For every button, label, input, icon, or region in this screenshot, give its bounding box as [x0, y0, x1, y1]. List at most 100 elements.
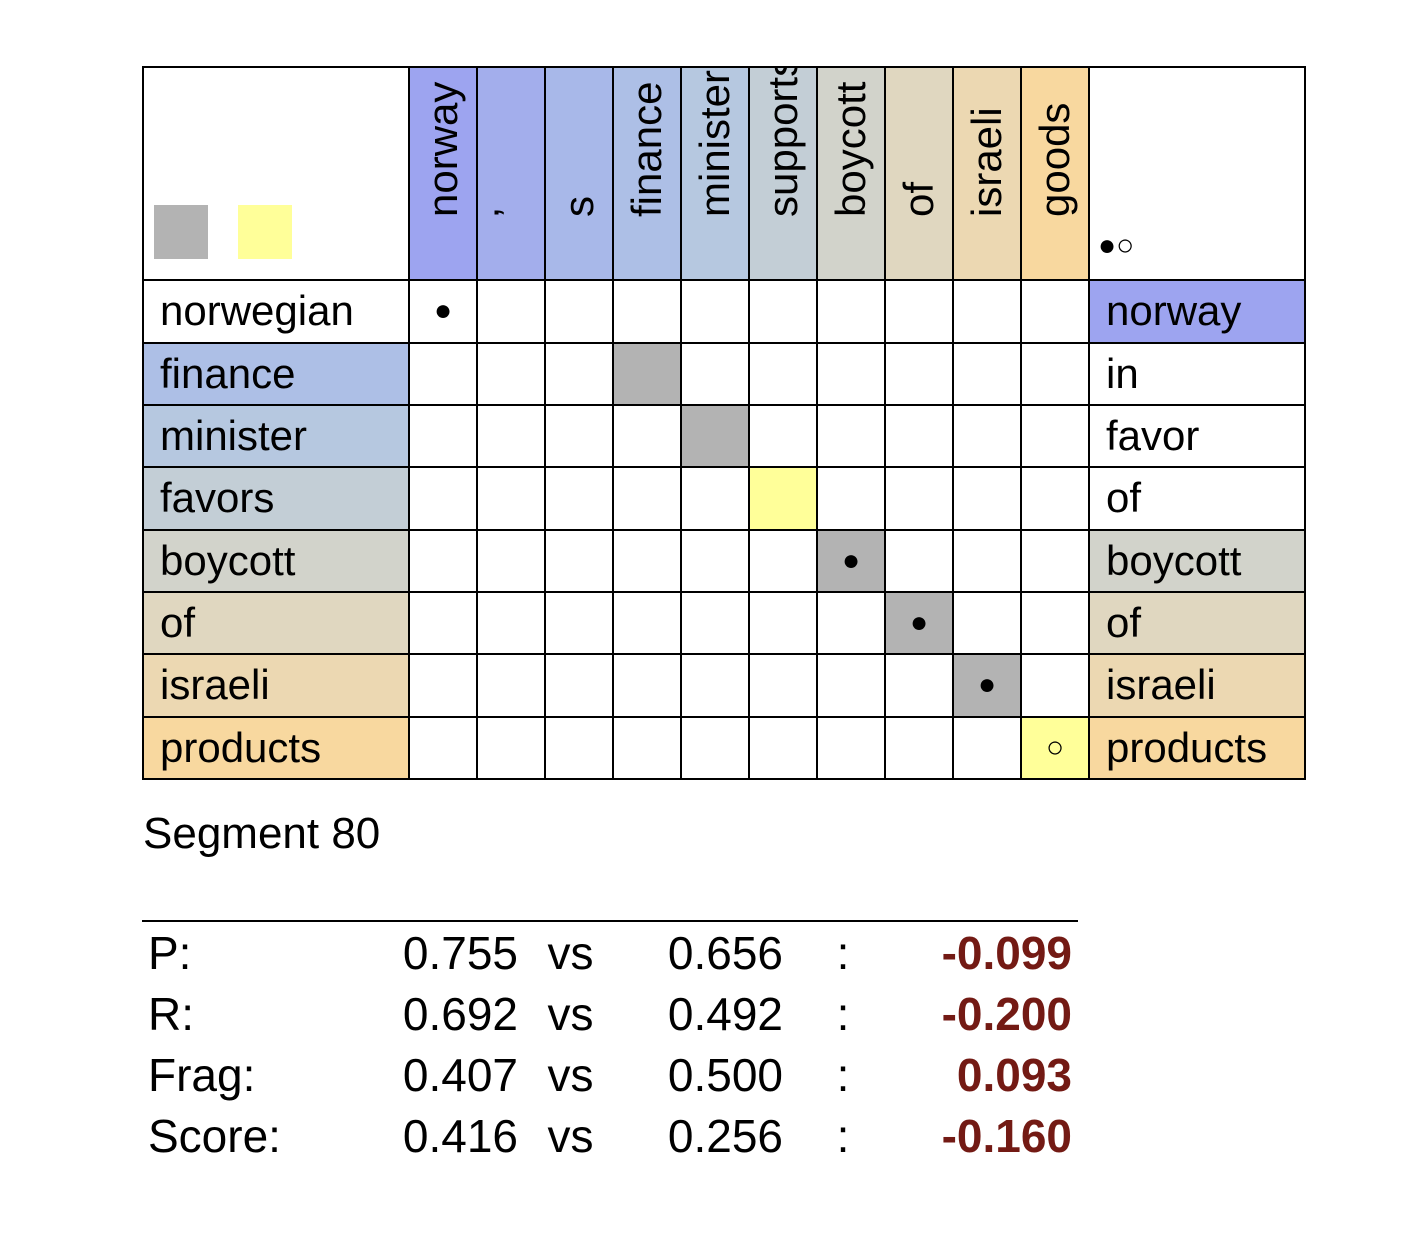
alignment-cell [544, 715, 614, 781]
row-label: of [142, 590, 410, 656]
row-label: israeli [142, 653, 410, 718]
alignment-cell [748, 341, 818, 406]
column-header: ʼ [476, 65, 546, 282]
alignment-cell [1020, 279, 1090, 344]
alignment-cell [612, 715, 682, 781]
alignment-cell [952, 279, 1022, 344]
row-label: finance [142, 341, 410, 406]
stat-value-a: 0.692 [402, 987, 518, 1040]
stat-value-b: 0.656 [667, 926, 783, 979]
stats-row: Frag: 0.407 vs 0.500: 0.093 [142, 1044, 1078, 1105]
grid-row: minister favor [142, 403, 1306, 469]
legend-corner [142, 65, 410, 282]
column-header: boycott [816, 65, 886, 282]
alignment-cell [816, 403, 886, 469]
column-header: of [884, 65, 954, 282]
alignment-cell: ● [952, 653, 1022, 718]
row-label: products [142, 715, 410, 781]
alignment-cell [884, 279, 954, 344]
stats-row: Score: 0.416 vs 0.256: -0.160 [142, 1105, 1078, 1166]
column-label: minister [691, 70, 738, 218]
stat-label: P: [148, 926, 192, 979]
alignment-cell [680, 653, 750, 718]
alignment-grid: norway ʼ s finance minister supports boycott of… [142, 65, 1306, 781]
grid-row: israeli ● israeli [142, 653, 1306, 718]
alignment-cell [884, 403, 954, 469]
alignment-cell [816, 590, 886, 656]
alignment-cell [544, 341, 614, 406]
grid-row: products ○ products [142, 715, 1306, 781]
alignment-cell [612, 528, 682, 593]
alignment-cell [408, 466, 478, 531]
alignment-cell [816, 653, 886, 718]
alignment-cell [680, 341, 750, 406]
alignment-cell [612, 279, 682, 344]
column-label: supports [759, 67, 806, 218]
column-header: supports [748, 65, 818, 282]
alignment-cell [884, 341, 954, 406]
stat-label: Score: [148, 1109, 281, 1162]
alignment-cell [476, 279, 546, 344]
alignment-cell: ○ [1020, 715, 1090, 781]
alignment-cell [1020, 341, 1090, 406]
alignment-cell [748, 528, 818, 593]
stat-label: R: [148, 987, 194, 1040]
alignment-cell [612, 653, 682, 718]
alignment-cell [408, 715, 478, 781]
column-label: ʼ [487, 207, 534, 218]
stat-value-b: 0.256 [667, 1109, 783, 1162]
alignment-cell: ● [408, 279, 478, 344]
alignment-cell [952, 403, 1022, 469]
header-row: norway ʼ s finance minister supports boycott of… [142, 65, 1306, 282]
stat-value-a: 0.755 [402, 926, 518, 979]
alignment-cell [408, 528, 478, 593]
alignment-cell [476, 528, 546, 593]
target-label: of [1088, 466, 1306, 531]
alignment-cell [1020, 590, 1090, 656]
alignment-cell [612, 403, 682, 469]
column-header: goods [1020, 65, 1090, 282]
alignment-cell [1020, 403, 1090, 469]
column-label: finance [623, 81, 670, 218]
stats-divider [142, 920, 1078, 922]
legend-dots: ●○ [1098, 229, 1135, 263]
alignment-cell [748, 653, 818, 718]
stat-value-b: 0.500 [667, 1048, 783, 1101]
alignment-cell [408, 590, 478, 656]
row-label: favors [142, 466, 410, 531]
alignment-cell [816, 341, 886, 406]
stat-value-b: 0.492 [667, 987, 783, 1040]
alignment-cell [680, 279, 750, 344]
alignment-cell [544, 653, 614, 718]
alignment-cell [544, 279, 614, 344]
legend-cell: ●○ [1088, 65, 1306, 282]
alignment-cell [1020, 653, 1090, 718]
target-label: of [1088, 590, 1306, 656]
alignment-cell [748, 279, 818, 344]
stat-colon: : [836, 1048, 850, 1101]
alignment-cell [680, 466, 750, 531]
grid-row: favors of [142, 466, 1306, 531]
alignment-cell [476, 715, 546, 781]
alignment-cell [748, 403, 818, 469]
alignment-cell [748, 466, 818, 531]
alignment-cell [952, 590, 1022, 656]
row-label: boycott [142, 528, 410, 593]
stat-diff: -0.099 [941, 926, 1072, 979]
alignment-cell [884, 653, 954, 718]
column-header: israeli [952, 65, 1022, 282]
stat-vs: vs [547, 987, 594, 1040]
stat-diff: -0.160 [941, 1109, 1072, 1162]
alignment-cell [612, 341, 682, 406]
stat-label: Frag: [148, 1048, 256, 1101]
column-header: finance [612, 65, 682, 282]
alignment-cell [1020, 466, 1090, 531]
alignment-cell [408, 403, 478, 469]
stat-diff: -0.200 [941, 987, 1072, 1040]
target-label: boycott [1088, 528, 1306, 593]
stat-colon: : [836, 987, 850, 1040]
stats-row: P: 0.755 vs 0.656: -0.099 [142, 922, 1078, 983]
row-label: minister [142, 403, 410, 469]
alignment-cell [884, 466, 954, 531]
grid-row: finance in [142, 341, 1306, 406]
